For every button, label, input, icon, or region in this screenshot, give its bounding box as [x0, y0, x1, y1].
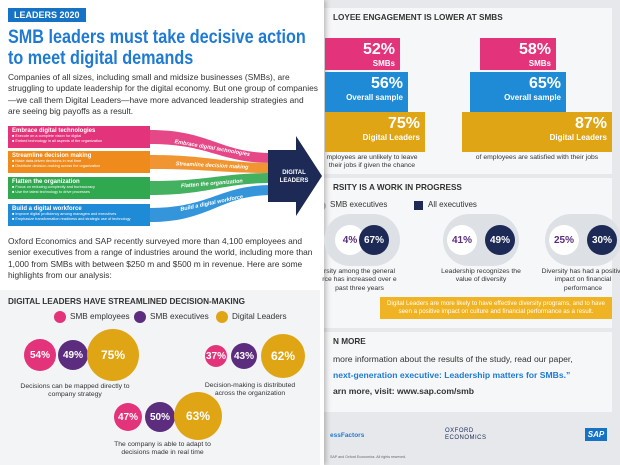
step-box: Streamline decision making ■ Make data-dr…	[8, 151, 150, 173]
stat-circle: 75%	[87, 329, 139, 381]
bar-value: 87%	[574, 115, 607, 132]
bar-value: 56%	[370, 75, 403, 92]
arrow-label: DIGITAL	[282, 170, 306, 176]
bar-label: Overall sample	[346, 93, 403, 102]
caption: Decision-making is distributed across th…	[204, 382, 296, 398]
bar-label: Digital Leaders	[549, 133, 607, 142]
title: SMB leaders must take decisive action to…	[8, 26, 306, 69]
bar-label: SMBs	[372, 59, 395, 68]
ribbon-label: Build a digital workforce	[180, 194, 244, 213]
caption: Leadership recognizes the value of diver…	[441, 268, 521, 284]
engagement-bar: 58% SMBs	[480, 38, 556, 70]
step-bullet: ■ Use the latest technology to drive pro…	[12, 190, 90, 194]
section-title: N MORE	[333, 337, 366, 346]
legend-label: SMB executives	[330, 200, 388, 209]
caption: Decisions can be mapped directly to comp…	[20, 383, 130, 399]
caption: of employees are satisfied with their jo…	[475, 154, 599, 161]
step-label: Build a digital workforce	[12, 206, 82, 212]
step-box: Build a digital workforce ■ Improve digit…	[8, 204, 150, 226]
caption: rsity among the general rce has increase…	[322, 268, 397, 292]
legend-label: SMB employees	[70, 312, 130, 321]
stat-circle: 63%	[174, 392, 222, 440]
logo: OXFORD ECONOMICS	[445, 428, 487, 441]
stat-circle: 25%	[549, 225, 579, 255]
arrow-label: LEADERS	[280, 178, 309, 184]
tag: LEADERS 2020	[8, 8, 86, 22]
ribbon-label: Flatten the organization	[181, 178, 244, 189]
legend-marker	[216, 311, 228, 323]
stat-circle: 41%	[447, 225, 477, 255]
legend-marker	[134, 311, 146, 323]
ribbon	[150, 155, 272, 173]
decision-panel	[0, 290, 320, 465]
logo: essFactors	[330, 432, 365, 439]
bar-value: 65%	[528, 75, 561, 92]
step-label: Flatten the organization	[12, 179, 80, 185]
learn-more-panel	[320, 332, 612, 412]
stat-circle: 47%	[114, 403, 142, 431]
step-bullet: ■ Execute on a complete vision for digit…	[12, 134, 82, 138]
survey-text: Oxford Economics and SAP recently survey…	[8, 236, 313, 281]
bar-value: 52%	[362, 41, 395, 58]
stat-circle: 54%	[24, 339, 56, 371]
stat-circle: 49%	[485, 225, 515, 255]
legal: SAP and Oxford Economics. All rights res…	[330, 455, 407, 459]
legend-label: SMB executives	[150, 312, 209, 321]
bar-label: Overall sample	[504, 93, 561, 102]
ribbon-label: Streamline decision making	[176, 161, 250, 171]
engagement-bar: 56% Overall sample	[325, 72, 408, 112]
stat-circle: 50%	[145, 402, 175, 432]
ribbon	[150, 185, 272, 222]
step-label: Embrace digital technologies	[12, 128, 96, 134]
intro: Companies of all sizes, including small …	[8, 72, 318, 117]
engagement-bar: 75% Digital Leaders	[325, 112, 425, 152]
stat-circle: 49%	[58, 340, 88, 370]
ribbon	[150, 173, 272, 195]
legend-marker	[414, 201, 423, 210]
section-title: RSITY IS A WORK IN PROGRESS	[333, 183, 462, 192]
arrow	[268, 136, 322, 216]
step-box: Embrace digital technologies ■ Execute on…	[8, 126, 150, 148]
step-bullet: ■ Improve digital proficiency among mana…	[12, 212, 117, 216]
caption: The company is able to adapt to decision…	[114, 441, 211, 457]
stat-circle: 37%	[205, 345, 227, 367]
bar-label: SMBs	[528, 59, 551, 68]
stat-circle: 67%	[359, 225, 389, 255]
diversity-banner: Digital Leaders are more likely to have …	[380, 297, 612, 319]
paper-link[interactable]: next-generation executive: Leadership ma…	[333, 370, 571, 380]
text: more information about the results of th…	[333, 354, 573, 364]
stat-circle: 30%	[587, 225, 617, 255]
bar-value: 75%	[387, 115, 420, 132]
legend-marker	[54, 311, 66, 323]
legend-label: All executives	[428, 200, 477, 209]
bar-label: Digital Leaders	[362, 133, 420, 142]
section-title: LOYEE ENGAGEMENT IS LOWER AT SMBS	[333, 13, 503, 22]
panel-title: DIGITAL LEADERS HAVE STREAMLINED DECISIO…	[8, 297, 245, 306]
step-bullet: ■ Emphasize transformation readiness and…	[12, 217, 131, 221]
step-bullet: ■ Make data-driven decisions in real tim…	[12, 159, 82, 163]
engagement-bar: 65% Overall sample	[470, 72, 566, 112]
bar-value: 58%	[518, 41, 551, 58]
engagement-bar: 87% Digital Leaders	[462, 112, 612, 152]
engagement-bar: 52% SMBs	[325, 38, 400, 70]
step-bullet: ■ Distribute decision-making across the …	[12, 164, 101, 168]
caption: mployees are unlikely to leave their job…	[326, 154, 418, 170]
ribbon	[150, 130, 272, 163]
caption: Diversity has had a positive impact on f…	[541, 268, 620, 292]
step-label: Streamline decision making	[12, 153, 92, 159]
stat-circle: 43%	[231, 343, 257, 369]
logo: SAP	[585, 428, 607, 441]
stat-circle: 62%	[261, 334, 305, 378]
step-bullet: ■ Focus on reducing complexity and burea…	[12, 185, 95, 189]
website[interactable]: arn more, visit: www.sap.com/smb	[333, 386, 475, 396]
step-box: Flatten the organization ■ Focus on reduc…	[8, 177, 150, 199]
legend-label: Digital Leaders	[232, 312, 287, 321]
step-bullet: ■ Embed technology in all aspects of the…	[12, 139, 103, 143]
